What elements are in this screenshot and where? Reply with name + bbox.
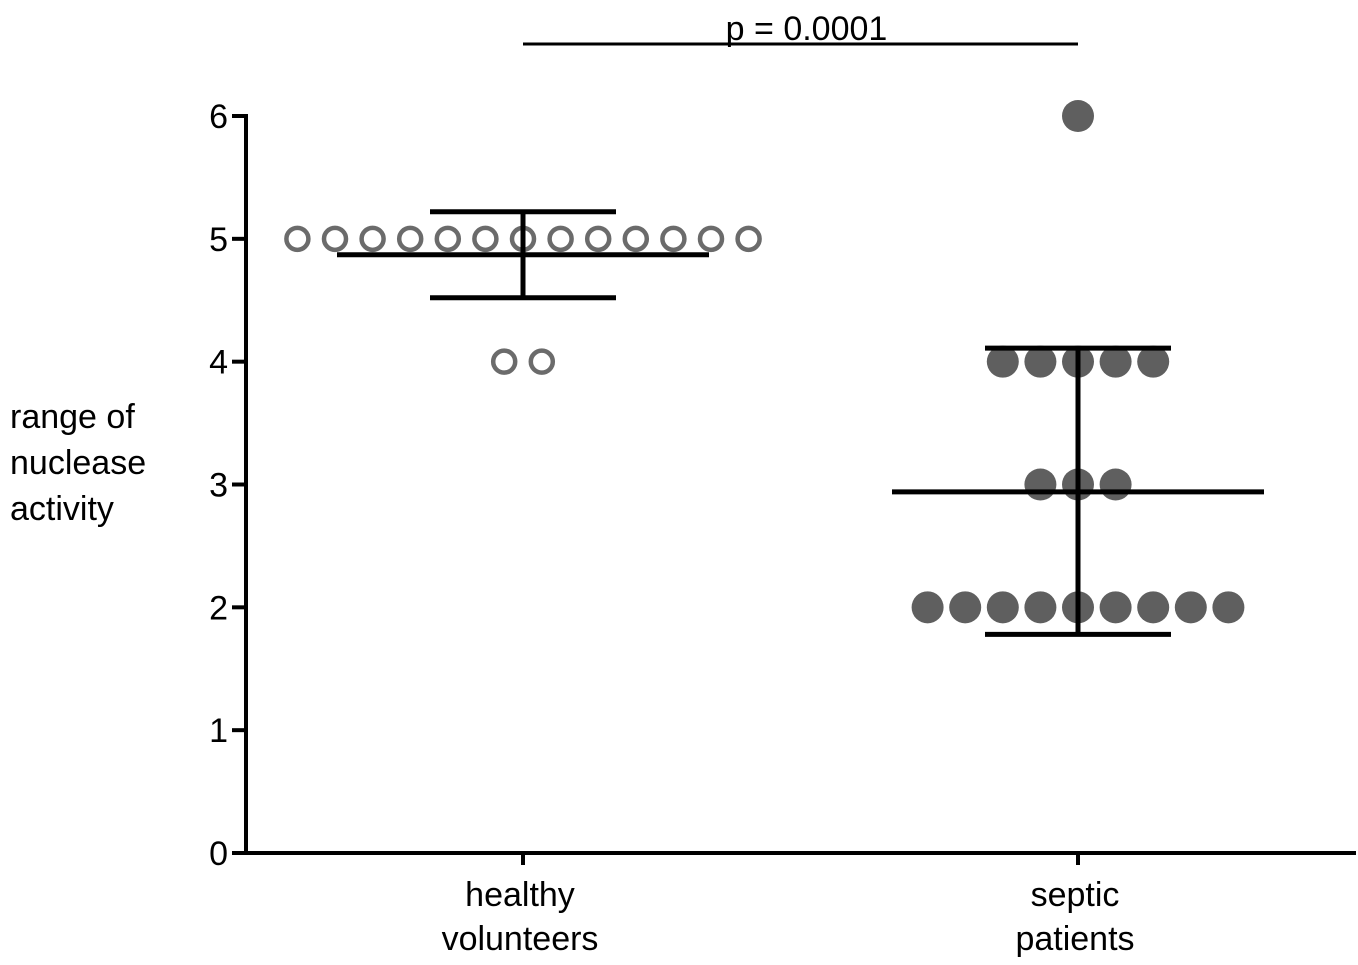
data-point-open: [490, 348, 518, 375]
p-value-label: p = 0.0001: [726, 10, 888, 48]
data-point-filled: [1099, 591, 1132, 624]
data-point-open: [284, 225, 311, 253]
data-point-open: [434, 225, 462, 253]
data-point-filled: [1024, 591, 1057, 624]
x-tick-label-line: septic: [1031, 876, 1120, 914]
data-point-filled: [1137, 591, 1170, 624]
data-point-filled: [1212, 591, 1245, 624]
y-axis-label-line: nuclease: [10, 444, 146, 482]
data-point-filled: [1099, 468, 1132, 501]
data-point-open: [547, 225, 574, 253]
data-point-filled: [986, 345, 1019, 378]
y-axis-label-line: range of: [10, 398, 135, 436]
y-tick-label: 3: [209, 467, 228, 505]
data-point-filled: [986, 591, 1019, 624]
data-point-filled: [911, 591, 944, 624]
data-point-open: [697, 225, 725, 253]
points-group: [284, 100, 1245, 624]
error-bars-group: [337, 209, 1264, 637]
data-point-filled: [1024, 345, 1057, 378]
data-point-filled: [949, 591, 982, 624]
y-axis-label-line: activity: [10, 490, 114, 528]
data-point-filled: [1062, 100, 1094, 132]
data-point-filled: [1024, 468, 1057, 501]
y-tick-label: 5: [209, 221, 228, 259]
data-point-open: [622, 225, 650, 253]
data-point-filled: [1099, 345, 1132, 378]
data-point-open: [660, 225, 687, 253]
y-tick-label: 6: [209, 98, 228, 136]
data-point-open: [321, 225, 349, 253]
data-point-open: [584, 225, 612, 253]
y-tick-label: 4: [209, 344, 228, 382]
data-point-filled: [1174, 591, 1207, 624]
y-tick-label: 0: [209, 835, 228, 873]
y-tick-label: 2: [209, 589, 228, 627]
data-point-filled: [1137, 345, 1170, 378]
axes-group: 0 1 2 3 4 5 6 range of nuclease activity healthy vo…: [10, 98, 1356, 958]
y-tick-label: 1: [209, 712, 228, 750]
data-point-open: [359, 225, 386, 253]
x-tick-label-line: patients: [1015, 920, 1134, 958]
data-point-open: [396, 225, 424, 253]
data-point-open: [528, 348, 556, 375]
x-tick-label-line: volunteers: [442, 920, 599, 958]
data-point-open: [735, 225, 762, 253]
x-tick-label-line: healthy: [465, 876, 575, 914]
data-point-open: [472, 225, 499, 253]
annotation-group: p = 0.0001: [523, 10, 1078, 48]
